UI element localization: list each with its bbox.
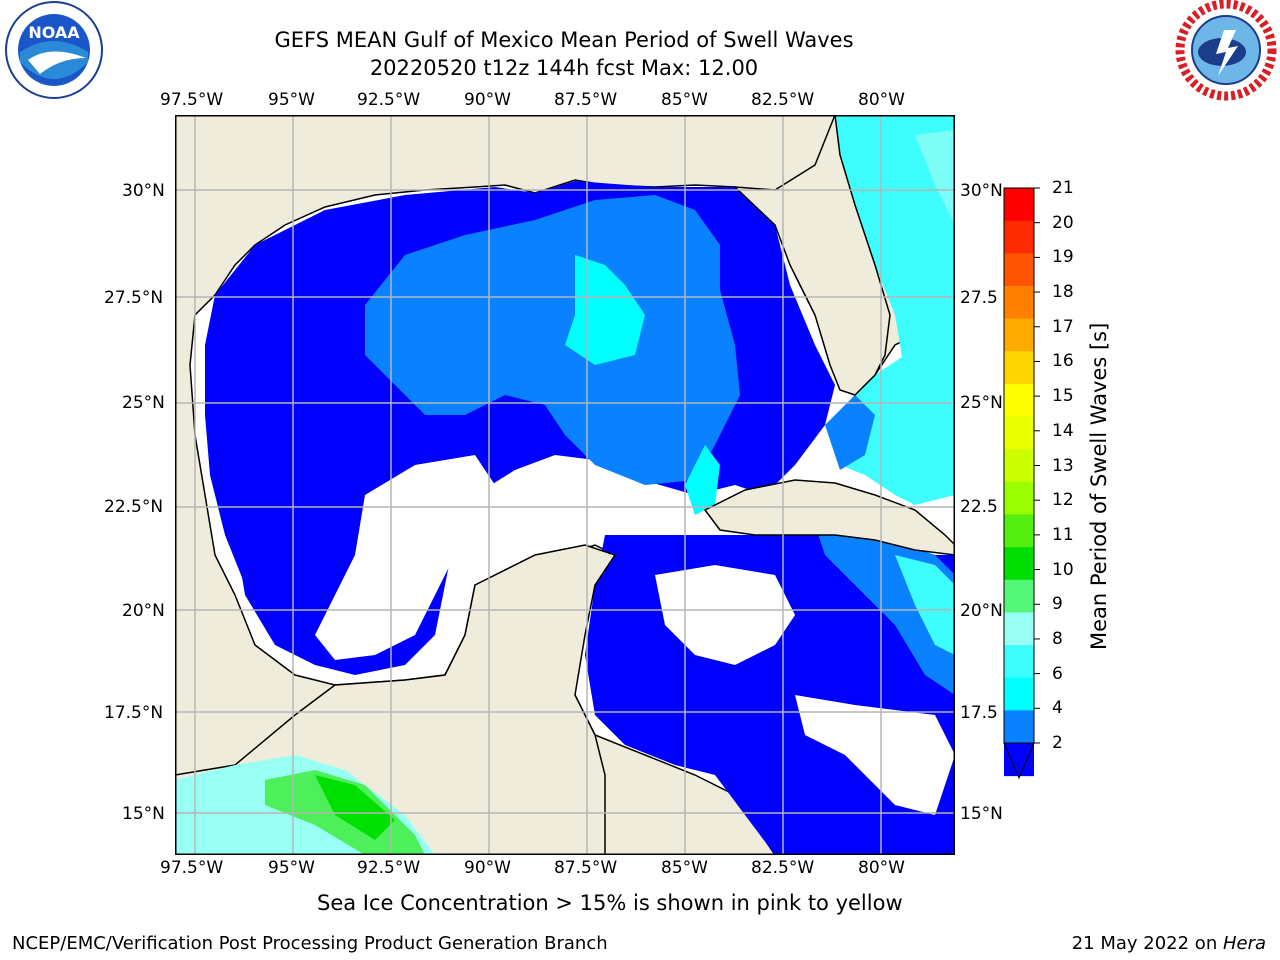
lat-label-left-6: 17.5°N [104, 703, 164, 723]
lat-label-left-4: 22.5°N [104, 497, 164, 517]
colorbar-tick-label: 14 [1052, 420, 1074, 441]
colorbar-tick-label: 16 [1052, 351, 1074, 372]
lon-label-bottom-3: 92.5°W [357, 858, 421, 878]
colorbar-swatch [1004, 383, 1034, 418]
lat-label-left-2: 27.5°N [104, 288, 164, 308]
colorbar [1003, 187, 1040, 780]
footer-date-text: 21 May 2022 on [1071, 933, 1223, 954]
colorbar-label: Mean Period of Swell Waves [s] [1087, 322, 1111, 650]
colorbar-tick-marks [1034, 187, 1040, 744]
lat-label-right-6: 17.5 [960, 703, 998, 723]
swell-period-11-12-pacific [315, 775, 395, 840]
colorbar-tick-label: 19 [1052, 247, 1074, 268]
graticule [175, 115, 955, 855]
colorbar-tick-label: 2 [1052, 733, 1063, 753]
florida-peninsula [732, 115, 891, 396]
atlantic-light-band [915, 130, 955, 225]
map-panel [175, 115, 955, 855]
lon-label-top-2: 95°W [268, 90, 315, 110]
lon-label-bottom-4: 90°W [464, 858, 511, 878]
lon-label-top-7: 82.5°W [751, 90, 815, 110]
map-subtitle: 20220520 t12z 144h fcst Max: 12.00 [369, 56, 759, 80]
noaa-logo: NOAA [5, 1, 103, 99]
colorbar-tick-label: 20 [1052, 212, 1074, 233]
colorbar-swatch [1004, 285, 1034, 320]
colorbar-swatch [1004, 481, 1034, 515]
lon-label-top-4: 90°W [464, 90, 511, 110]
national-weather-service-logo [1175, 0, 1277, 101]
colorbar-tick-label: 15 [1052, 386, 1074, 407]
swell-period-6-8-patch-east [685, 445, 720, 515]
lon-label-top-6: 85°W [661, 90, 708, 110]
footer-date: 21 May 2022 on Hera [1072, 933, 1266, 955]
footer-host: Hera [1222, 933, 1266, 954]
colorbar-swatch [1004, 253, 1034, 287]
colorbar-tick-label: 11 [1052, 524, 1074, 545]
colorbar-tick-label: 8 [1052, 628, 1063, 649]
noaa-logo-text: NOAA [28, 23, 80, 42]
sea-ice-note: Sea Ice Concentration > 15% is shown in … [317, 891, 903, 915]
lat-label-left-5: 20°N [122, 601, 165, 621]
colorbar-swatch [1004, 351, 1034, 385]
swell-period-4-6-central-gulf [365, 195, 740, 485]
lon-label-bottom-5: 87.5°W [554, 858, 618, 878]
colorbar-tick-label: 4 [1052, 698, 1063, 719]
lat-label-right-4: 22.5 [960, 497, 998, 517]
colorbar-swatch [1004, 449, 1034, 483]
colorbar-swatch [1004, 547, 1034, 581]
lon-label-bottom-7: 82.5°W [751, 858, 815, 878]
lon-label-top-3: 92.5°W [357, 90, 421, 110]
map-frame [175, 115, 955, 855]
colorbar-tick-label: 17 [1052, 316, 1074, 337]
swell-period-6-8-patch-center [565, 255, 645, 365]
lon-label-bottom-8: 80°W [858, 858, 905, 878]
missing-data-caribbean [655, 565, 795, 665]
lat-label-left-1: 30°N [122, 181, 165, 201]
swell-period-4-6-florida-straits [835, 335, 955, 505]
swell-period-6-8-caribbean [895, 555, 955, 655]
lat-label-right-2: 27.5 [960, 288, 998, 308]
colorbar-swatch [1004, 220, 1034, 254]
lon-label-bottom-2: 95°W [268, 858, 315, 878]
colorbar-swatch [1004, 514, 1034, 548]
colorbar-swatch [1004, 710, 1034, 744]
colorbar-tick-label: 10 [1052, 559, 1074, 580]
colorbar-tick-label: 18 [1052, 282, 1074, 303]
colorbar-swatch [1004, 677, 1034, 711]
colorbar-tick-label: 12 [1052, 490, 1074, 511]
lon-label-bottom-6: 85°W [661, 858, 708, 878]
atlantic-water-region [835, 115, 955, 375]
lat-label-right-7: 15°N [960, 804, 1003, 824]
lat-label-right-1: 30°N [960, 181, 1003, 201]
lon-label-bottom-1: 97.5°W [160, 858, 224, 878]
lon-label-top-8: 80°W [858, 90, 905, 110]
lon-label-top-5: 87.5°W [554, 90, 618, 110]
swell-period-4-6-florida-straits-edge [825, 395, 875, 470]
lat-label-right-3: 25°N [960, 393, 1003, 413]
lon-label-top-1: 97.5°W [160, 90, 224, 110]
cuba-island [703, 479, 955, 556]
missing-data-southeast [795, 695, 955, 815]
lat-label-left-3: 25°N [122, 393, 165, 413]
colorbar-swatch [1004, 318, 1034, 352]
map-title: GEFS MEAN Gulf of Mexico Mean Period of … [274, 28, 854, 52]
colorbar-tick-label: 9 [1052, 594, 1063, 615]
colorbar-tick-label: 13 [1052, 455, 1074, 476]
colorbar-swatch [1004, 416, 1034, 450]
colorbar-tick-label: 21 [1052, 178, 1074, 198]
colorbar-swatch [1004, 188, 1034, 222]
lat-label-right-5: 20°N [960, 601, 1003, 621]
colorbar-swatch [1004, 579, 1034, 613]
colorbar-swatches [1004, 188, 1034, 777]
lat-label-left-7: 15°N [122, 804, 165, 824]
colorbar-swatch [1004, 612, 1034, 646]
footer-credit: NCEP/EMC/Verification Post Processing Pr… [12, 933, 608, 954]
colorbar-swatch [1004, 645, 1034, 679]
colorbar-tick-label: 6 [1052, 663, 1063, 684]
